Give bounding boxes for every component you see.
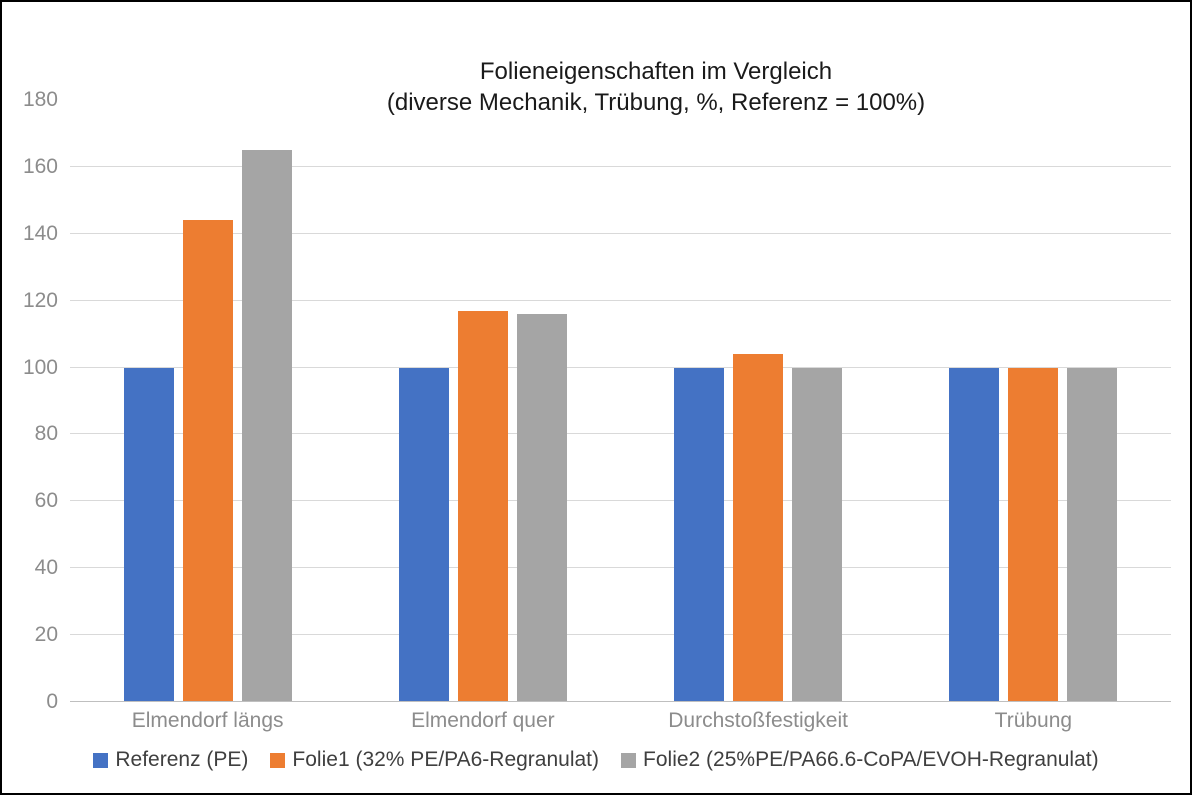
gridline (70, 366, 1171, 368)
y-tick-label: 20 (34, 623, 58, 647)
y-tick-label: 40 (34, 556, 58, 580)
bar (792, 367, 843, 702)
y-tick-label: 60 (34, 489, 58, 513)
legend-label: Referenz (PE) (115, 748, 249, 771)
bar (1008, 367, 1059, 702)
category-label: Elmendorf längs (131, 709, 284, 732)
legend-item: Referenz (PE) (93, 748, 248, 772)
bar-group (345, 100, 620, 702)
bar-group (621, 100, 896, 702)
y-tick-label: 0 (46, 690, 58, 713)
y-tick-label: 100 (22, 355, 58, 379)
y-tick-label: 140 (22, 221, 58, 245)
legend-item: Folie1 (32% PE/PA6-Regranulat) (270, 748, 599, 772)
bar (457, 310, 508, 702)
bar (398, 367, 449, 702)
category-label: Elmendorf quer (411, 709, 555, 732)
chart-legend: Referenz (PE) Folie1 (32% PE/PA6-Regranul… (2, 748, 1190, 772)
chart-title: Folieneigenschaften im Vergleich (479, 58, 833, 85)
gridline (70, 299, 1171, 301)
y-tick-label: 180 (22, 88, 58, 111)
gridline (70, 634, 1171, 636)
legend-swatch-icon (270, 752, 286, 768)
x-axis-line (70, 701, 1171, 702)
bar (182, 220, 233, 702)
legend-swatch-icon (93, 752, 109, 768)
bar-groups (70, 100, 1171, 702)
bar (733, 354, 784, 702)
bar-group (896, 100, 1171, 702)
legend-label: Folie2 (25%PE/PA66.6-CoPA/EVOH-Regranula… (643, 748, 1099, 771)
bar (1067, 367, 1118, 702)
gridline (70, 567, 1171, 569)
bar (516, 314, 567, 702)
chart-subtitle: (diverse Mechanik, Trübung, %, Referenz … (386, 89, 926, 116)
category-axis-labels: Elmendorf längs Elmendorf quer Durchstoßfe… (70, 709, 1171, 733)
bar (241, 150, 292, 702)
category-label: Durchstoßfestigkeit (668, 709, 848, 732)
bar (949, 367, 1000, 702)
gridline (70, 500, 1171, 502)
plot-area (70, 100, 1171, 702)
legend-label: Folie1 (32% PE/PA6-Regranulat) (292, 748, 600, 771)
y-tick-label: 80 (34, 422, 58, 446)
bar (123, 367, 174, 702)
category-label: Trübung (994, 709, 1073, 732)
chart-title-block: Folieneigenschaften im Vergleich (divers… (122, 56, 1190, 118)
bar (674, 367, 725, 702)
gridline (70, 165, 1171, 167)
bar-group (70, 100, 345, 702)
legend-item: Folie2 (25%PE/PA66.6-CoPA/EVOH-Regranula… (621, 748, 1099, 772)
legend-swatch-icon (621, 752, 637, 768)
y-tick-label: 120 (22, 288, 58, 312)
gridline (70, 232, 1171, 234)
gridline (70, 433, 1171, 435)
y-tick-label: 160 (22, 154, 58, 178)
